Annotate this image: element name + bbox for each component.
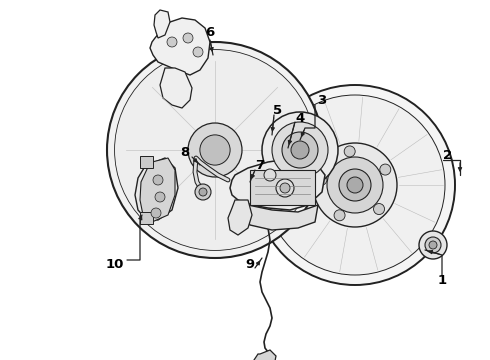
Circle shape: [153, 175, 163, 185]
Circle shape: [265, 95, 445, 275]
Circle shape: [188, 123, 242, 177]
Circle shape: [327, 157, 383, 213]
Circle shape: [107, 42, 323, 258]
Circle shape: [199, 188, 207, 196]
Circle shape: [200, 135, 230, 165]
Polygon shape: [135, 158, 178, 220]
Circle shape: [276, 179, 294, 197]
Circle shape: [272, 122, 328, 178]
Circle shape: [339, 169, 371, 201]
Circle shape: [155, 192, 165, 202]
Circle shape: [183, 33, 193, 43]
Circle shape: [425, 237, 441, 253]
Polygon shape: [140, 156, 153, 168]
Circle shape: [264, 169, 276, 181]
Circle shape: [282, 132, 318, 168]
Text: 7: 7: [255, 158, 265, 171]
Text: 2: 2: [443, 149, 453, 162]
Circle shape: [291, 141, 309, 159]
Polygon shape: [244, 205, 318, 230]
Polygon shape: [254, 350, 276, 360]
Circle shape: [255, 85, 455, 285]
Circle shape: [334, 210, 345, 221]
Circle shape: [167, 37, 177, 47]
Circle shape: [151, 208, 161, 218]
Circle shape: [316, 174, 327, 185]
Circle shape: [419, 231, 447, 259]
Circle shape: [193, 47, 203, 57]
Text: 9: 9: [245, 258, 255, 271]
Circle shape: [280, 183, 290, 193]
Polygon shape: [140, 212, 153, 224]
Text: 3: 3: [318, 94, 327, 107]
Text: 6: 6: [205, 26, 215, 39]
Circle shape: [344, 146, 355, 157]
Polygon shape: [228, 200, 252, 235]
Text: 4: 4: [295, 112, 305, 125]
Circle shape: [115, 50, 316, 251]
Polygon shape: [140, 158, 175, 222]
Circle shape: [429, 241, 437, 249]
Polygon shape: [154, 10, 170, 38]
Text: 10: 10: [106, 258, 124, 271]
Text: 1: 1: [438, 274, 446, 287]
Text: 5: 5: [273, 104, 283, 117]
Polygon shape: [150, 18, 210, 75]
Circle shape: [195, 184, 211, 200]
Circle shape: [347, 177, 363, 193]
Circle shape: [262, 112, 338, 188]
Polygon shape: [160, 68, 192, 108]
Polygon shape: [230, 158, 325, 210]
Circle shape: [373, 203, 385, 215]
Circle shape: [380, 164, 391, 175]
Text: 8: 8: [180, 145, 190, 158]
Circle shape: [313, 143, 397, 227]
Bar: [250, 170, 315, 205]
